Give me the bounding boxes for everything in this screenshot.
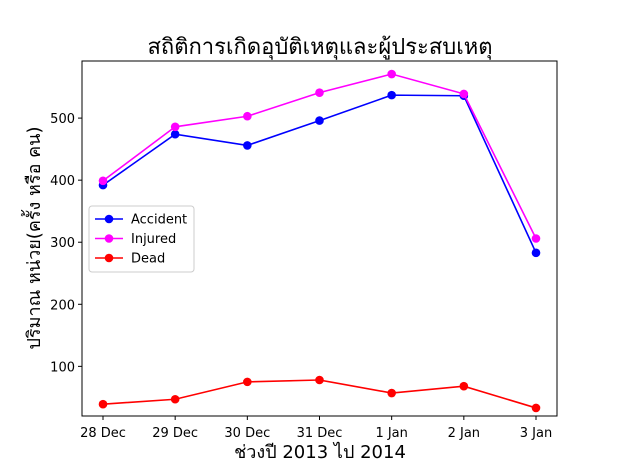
data-point-dead bbox=[170, 394, 180, 404]
legend-label-dead: Dead bbox=[131, 252, 165, 267]
axis-ticks: 28 Dec 29 Dec 30 Dec 31 Dec 1 Jan 2 Jan 3 Jan 1… bbox=[50, 112, 552, 441]
x-tick-label: 1 Jan bbox=[375, 426, 407, 441]
legend-marker-dead bbox=[104, 253, 114, 263]
chart-title: สถิติการเกิดอุบัติเหตุและผู้ประสบเหตุ bbox=[147, 35, 492, 60]
data-point-accident bbox=[531, 248, 541, 258]
y-tick-label: 100 bbox=[50, 360, 75, 375]
data-point-dead bbox=[531, 403, 541, 413]
data-point-injured bbox=[170, 122, 180, 132]
data-point-dead bbox=[315, 375, 324, 385]
x-tick-label: 29 Dec bbox=[152, 426, 198, 441]
data-point-accident bbox=[170, 129, 180, 139]
data-point-dead bbox=[98, 399, 108, 409]
legend-label-accident: Accident bbox=[131, 213, 187, 228]
x-tick-label: 31 Dec bbox=[297, 426, 343, 441]
data-point-injured bbox=[387, 69, 396, 79]
x-axis-title: ช่วงปี 2013 ไป 2014 bbox=[234, 441, 406, 463]
x-tick-label: 3 Jan bbox=[520, 426, 552, 441]
legend-label-injured: Injured bbox=[131, 232, 176, 247]
series-dead bbox=[98, 375, 541, 413]
y-axis-title: ปริมาณ หน่วย(ครั้ง หรือ คน) bbox=[21, 127, 45, 350]
data-point-dead bbox=[243, 377, 252, 387]
y-tick-label: 200 bbox=[50, 298, 75, 313]
y-tick-label: 500 bbox=[50, 112, 75, 127]
series-layer bbox=[98, 69, 541, 413]
legend-marker-accident bbox=[104, 214, 114, 224]
x-tick-label: 2 Jan bbox=[448, 426, 480, 441]
legend: Accident Injured Dead bbox=[88, 205, 195, 273]
y-tick-label: 400 bbox=[50, 174, 75, 189]
data-point-accident bbox=[387, 90, 396, 100]
data-point-injured bbox=[459, 89, 469, 99]
data-point-injured bbox=[315, 88, 324, 97]
data-point-injured bbox=[243, 111, 252, 121]
x-tick-label: 28 Dec bbox=[80, 426, 126, 441]
legend-box bbox=[88, 205, 195, 273]
data-point-dead bbox=[387, 388, 396, 398]
data-point-accident bbox=[243, 141, 252, 150]
data-point-injured bbox=[531, 234, 541, 243]
data-point-injured bbox=[98, 176, 108, 186]
data-point-accident bbox=[315, 116, 324, 125]
y-tick-label: 300 bbox=[50, 236, 75, 251]
series-injured bbox=[98, 69, 541, 243]
x-tick-label: 30 Dec bbox=[224, 426, 270, 441]
legend-marker-injured bbox=[104, 234, 114, 243]
data-point-dead bbox=[459, 381, 469, 391]
